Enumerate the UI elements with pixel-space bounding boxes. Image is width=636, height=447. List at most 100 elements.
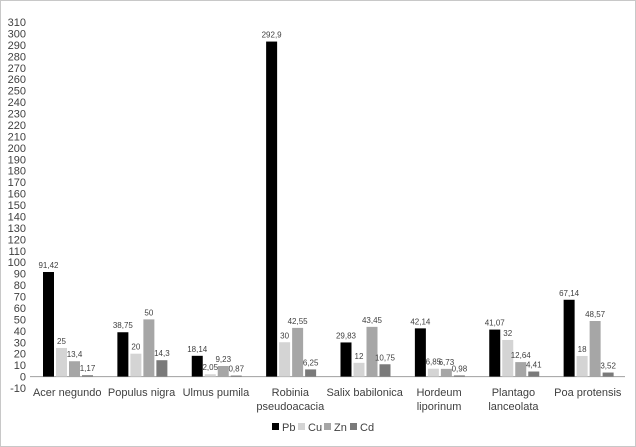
data-label: 1,17 bbox=[80, 364, 96, 373]
y-tick-label: 20 bbox=[14, 349, 26, 361]
y-tick-label: 30 bbox=[14, 337, 26, 349]
data-label: 0,87 bbox=[228, 365, 244, 374]
category-label: Ulmus pumila bbox=[183, 387, 251, 399]
data-label: 4,41 bbox=[526, 361, 542, 370]
bar-zn bbox=[69, 361, 80, 377]
bar-cu bbox=[353, 362, 365, 377]
data-label: 48,57 bbox=[585, 310, 606, 319]
data-label: 6,73 bbox=[439, 358, 455, 367]
y-tick-label: 70 bbox=[14, 292, 26, 304]
legend-swatch-zn bbox=[324, 423, 331, 430]
y-tick-label: 220 bbox=[8, 120, 26, 132]
y-tick-label: 230 bbox=[8, 109, 26, 121]
bar-cu bbox=[502, 339, 514, 377]
y-tick-label: 150 bbox=[8, 200, 26, 212]
bar-pb bbox=[266, 41, 278, 377]
data-label: 292,9 bbox=[262, 31, 283, 40]
data-label: 12 bbox=[355, 352, 364, 361]
y-tick-label: 60 bbox=[14, 303, 26, 315]
category-label: Salix babilonica bbox=[326, 387, 403, 399]
y-tick-label: 10 bbox=[14, 360, 26, 372]
data-label: 3,52 bbox=[600, 362, 616, 371]
category-label: Poa protensis bbox=[554, 387, 622, 399]
y-tick-label: 100 bbox=[8, 257, 26, 269]
legend-label-cu: Cu bbox=[308, 422, 322, 434]
y-tick-label: 190 bbox=[8, 154, 26, 166]
data-label: 25 bbox=[57, 337, 66, 346]
bar-zn bbox=[292, 327, 304, 377]
data-label: 50 bbox=[144, 308, 153, 317]
data-label: 18,14 bbox=[187, 345, 208, 354]
bar-pb bbox=[117, 332, 129, 377]
y-tick-label: 80 bbox=[14, 280, 26, 292]
bar-cd bbox=[230, 375, 242, 377]
data-label: 10,75 bbox=[375, 353, 396, 362]
legend-label-zn: Zn bbox=[334, 422, 347, 434]
bar-zn bbox=[440, 368, 452, 377]
y-tick-label: 180 bbox=[8, 166, 26, 178]
bar-cd bbox=[82, 375, 93, 377]
category-label: Robinia bbox=[272, 387, 310, 399]
y-tick-label: 40 bbox=[14, 326, 26, 338]
data-label: 6,25 bbox=[303, 358, 319, 367]
y-tick-label: 120 bbox=[8, 234, 26, 246]
y-tick-label: 240 bbox=[8, 97, 26, 109]
y-tick-label: 160 bbox=[8, 189, 26, 201]
y-tick-label: 200 bbox=[8, 143, 26, 155]
data-label: 18 bbox=[578, 345, 587, 354]
legend-swatch-pb bbox=[272, 423, 279, 430]
data-label: 9,23 bbox=[215, 355, 231, 364]
bar-cd bbox=[379, 364, 391, 377]
bar-cd bbox=[305, 369, 317, 377]
y-tick-label: 260 bbox=[8, 74, 26, 86]
y-tick-label: 50 bbox=[14, 314, 26, 326]
bar-cu bbox=[204, 374, 216, 377]
y-tick-label: 300 bbox=[8, 28, 26, 40]
category-label: Hordeum bbox=[416, 387, 461, 399]
category-label: liporinum bbox=[417, 401, 462, 413]
bar-cu bbox=[130, 353, 142, 377]
bar-cu bbox=[56, 347, 67, 377]
data-label: 32 bbox=[503, 329, 512, 338]
category-label: Plantago bbox=[492, 387, 535, 399]
category-label: pseudoacacia bbox=[256, 401, 325, 413]
y-tick-label: 110 bbox=[8, 246, 26, 258]
bar-pb bbox=[563, 299, 575, 377]
bar-cd bbox=[453, 375, 465, 377]
y-tick-label: 0 bbox=[20, 372, 26, 384]
category-label: lanceolata bbox=[488, 401, 539, 413]
bar-zn bbox=[515, 362, 527, 377]
category-label: Populus nigra bbox=[108, 387, 176, 399]
bar-zn bbox=[366, 326, 378, 377]
data-label: 29,83 bbox=[336, 331, 357, 340]
data-label: 43,45 bbox=[362, 316, 383, 325]
category-label: Acer negundo bbox=[33, 387, 102, 399]
data-label: 67,14 bbox=[559, 289, 580, 298]
bar-cu bbox=[576, 355, 588, 377]
bar-zn bbox=[143, 319, 155, 377]
legend-swatch-cu bbox=[298, 423, 305, 430]
y-tick-label: 310 bbox=[8, 17, 26, 29]
y-tick-label: 250 bbox=[8, 86, 26, 98]
data-label: 13,4 bbox=[67, 350, 83, 359]
y-tick-label: 210 bbox=[8, 131, 26, 143]
data-label: 91,42 bbox=[38, 261, 59, 270]
data-label: 42,14 bbox=[410, 317, 431, 326]
data-label: 30 bbox=[280, 331, 289, 340]
bar-cd bbox=[602, 372, 614, 377]
data-label: 12,64 bbox=[511, 351, 532, 360]
y-tick-label: 280 bbox=[8, 51, 26, 63]
bar-cu bbox=[279, 342, 291, 377]
data-label: 2,05 bbox=[202, 363, 218, 372]
bar-cd bbox=[156, 360, 168, 377]
y-tick-label: 130 bbox=[8, 223, 26, 235]
y-tick-label: 290 bbox=[8, 40, 26, 52]
bar-pb bbox=[414, 328, 426, 377]
bar-cu bbox=[427, 368, 439, 377]
data-label: 14,3 bbox=[154, 349, 170, 358]
legend-label-pb: Pb bbox=[282, 422, 295, 434]
y-tick-label: 170 bbox=[8, 177, 26, 189]
bar-pb bbox=[43, 272, 54, 377]
bar-cd bbox=[528, 371, 540, 377]
